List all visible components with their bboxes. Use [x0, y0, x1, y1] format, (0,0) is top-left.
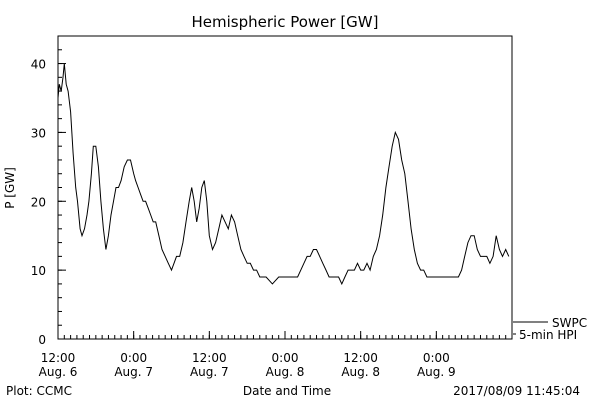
- x-tick-label-date: Aug. 6: [39, 365, 78, 379]
- y-tick-label: 10: [31, 264, 46, 278]
- minor-ticks: [57, 35, 513, 340]
- footer-plot-credit: Plot: CCMC: [6, 384, 72, 398]
- legend-label-ccmc: 5-min HPI: [519, 328, 577, 342]
- x-tick-label-date: Aug. 8: [266, 365, 305, 379]
- y-tick-label: 0: [38, 333, 46, 347]
- x-tick-label-date: Aug. 8: [341, 365, 380, 379]
- x-tick-label-time: 12:00: [192, 351, 227, 365]
- footer-timestamp: 2017/08/09 11:45:04: [453, 384, 580, 398]
- x-tick-label-date: Aug. 9: [417, 365, 456, 379]
- x-tick-label-date: Aug. 7: [114, 365, 153, 379]
- y-tick-label: 30: [31, 126, 46, 140]
- x-tick-label-time: 12:00: [41, 351, 76, 365]
- x-tick-label-time: 0:00: [423, 351, 450, 365]
- chart-title: Hemispheric Power [GW]: [192, 13, 379, 31]
- x-tick-label-time: 12:00: [343, 351, 378, 365]
- y-tick-label: 40: [31, 58, 46, 72]
- legend: SWPC 5-min HPI: [513, 316, 587, 342]
- y-tick-label: 20: [31, 195, 46, 209]
- x-tick-label-time: 0:00: [120, 351, 147, 365]
- y-axis-label: P [GW]: [3, 167, 17, 209]
- x-axis-label: Date and Time: [243, 384, 331, 398]
- x-tick-label-date: Aug. 7: [190, 365, 229, 379]
- legend-label-swpc: SWPC: [552, 316, 587, 330]
- series-line-5-min-hpi: [57, 63, 510, 286]
- x-tick-label-time: 0:00: [272, 351, 299, 365]
- y-axis: 0 10 20 30 40: [31, 58, 66, 347]
